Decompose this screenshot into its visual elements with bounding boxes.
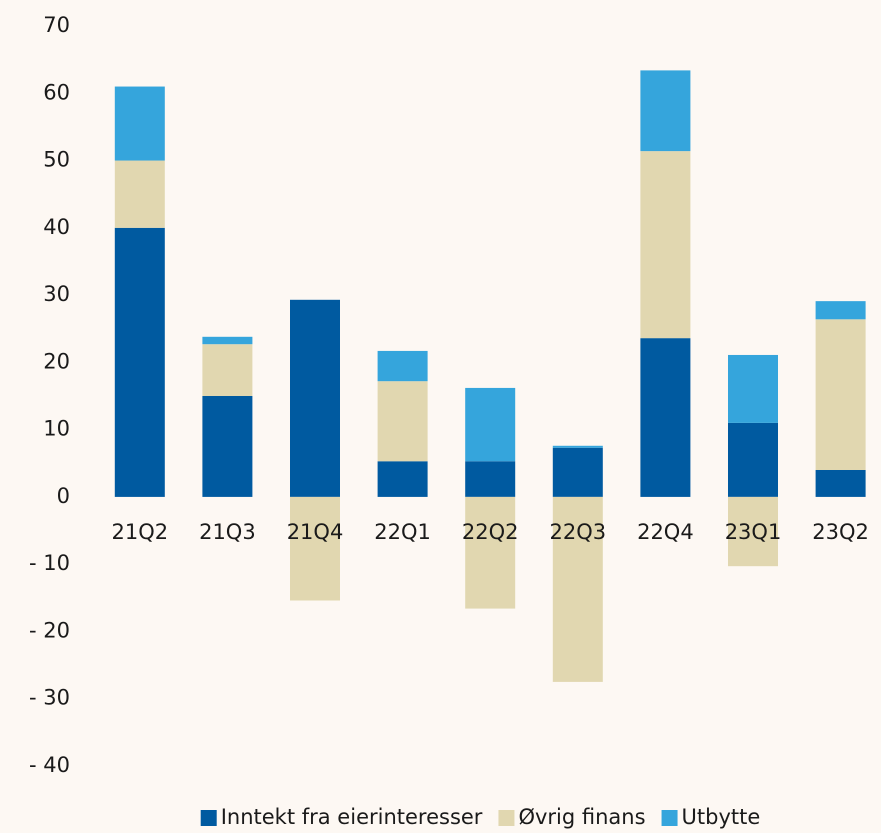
bar-segment [728,496,778,567]
legend-label: Utbytte [682,805,761,829]
x-tick-label: 22Q1 [374,520,431,544]
x-tick-label: 22Q4 [637,520,694,544]
legend-swatch [661,810,678,826]
bar-segment [377,461,428,497]
x-tick-label: 22Q3 [549,520,606,544]
x-tick-label: 21Q2 [111,520,168,544]
y-tick-label: - 10 [29,551,70,575]
bar-segment [465,461,516,497]
bar-segment [202,344,253,396]
legend-swatch [498,810,515,826]
x-tick-label: 21Q4 [287,520,344,544]
bar-segment [640,338,691,497]
bar-segment [552,496,603,682]
bar-segment [728,354,778,423]
y-tick-label: 40 [43,215,70,239]
y-tick-label: 20 [43,349,70,373]
y-tick-label: 50 [43,148,70,172]
y-tick-label: - 30 [29,686,70,710]
bar-segment [640,151,691,339]
x-tick-label: 21Q3 [199,520,256,544]
x-tick-label: 23Q2 [812,520,869,544]
bar-segment [465,387,516,462]
x-tick-label: 23Q1 [725,520,782,544]
x-tick-label: 22Q2 [462,520,519,544]
bar-segment [290,496,340,601]
y-tick-label: - 20 [29,618,70,642]
bar-segment [815,470,866,497]
y-tick-label: - 40 [29,753,70,777]
bar-segment [377,381,428,462]
bar-segment [202,396,253,497]
bar-segment [728,422,778,497]
legend-label: Inntekt fra eierinteresser [221,805,483,829]
bar-segment [377,350,428,382]
bar-segment [640,70,691,152]
y-tick-label: 30 [43,282,70,306]
y-tick-label: 70 [43,13,70,37]
bar-segment [465,496,516,609]
legend-label: Øvrig finans [518,805,645,829]
bar-segment [114,227,165,497]
bar-segment [114,86,165,161]
legend-swatch [200,810,217,826]
bar-segment [290,299,340,497]
y-tick-label: 60 [43,80,70,104]
y-tick-label: 10 [43,417,70,441]
bar-segment [815,301,866,320]
bar-segment [552,447,603,497]
bar-segment [552,445,603,448]
y-tick-label: 0 [57,484,70,508]
bar-segment [815,319,866,470]
bar-segment [114,160,165,228]
bar-segment [202,336,253,345]
